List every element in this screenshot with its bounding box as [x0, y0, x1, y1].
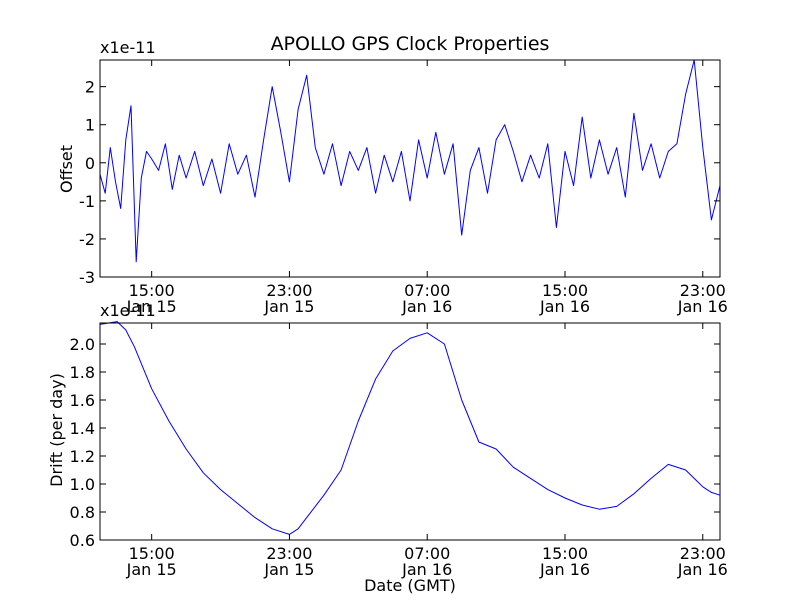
drift-y-tick-label: 1.4 [70, 419, 95, 438]
offset-x-tick-date-label: Jan 16 [401, 297, 452, 316]
drift-series-layer [99, 321, 721, 535]
drift-x-tick-time-label: 07:00 [404, 544, 450, 563]
offset-y-tick-label: 1 [85, 116, 95, 135]
drift-y-tick-label: 1.6 [70, 391, 95, 410]
offset-x-tick-date-label: Jan 16 [539, 297, 590, 316]
drift-y-axis-label: Drift (per day) [47, 373, 66, 487]
offset-y-tick-label: -2 [79, 230, 95, 249]
drift-y-tick-label: 1.0 [70, 475, 95, 494]
offset-chart: APOLLO GPS Clock Properties x1e-11 Offse… [57, 33, 728, 316]
drift-y-tick-label: 0.6 [70, 531, 95, 550]
offset-x-tick-time-label: 23:00 [266, 281, 312, 300]
drift-x-tick-date-label: Jan 16 [401, 560, 452, 579]
offset-series-layer [99, 59, 721, 263]
drift-x-tick-date-label: Jan 15 [126, 560, 177, 579]
drift-x-tick-date-label: Jan 15 [263, 560, 314, 579]
drift-x-tick-date-label: Jan 16 [539, 560, 590, 579]
offset-y-tick-label: -3 [79, 268, 95, 287]
offset-y-axis-label: Offset [57, 145, 76, 193]
offset-y-tick-label: 0 [85, 154, 95, 173]
drift-y-tick-label: 1.2 [70, 447, 95, 466]
offset-y-tick-label: 2 [85, 78, 95, 97]
drift-x-tick-time-label: 23:00 [266, 544, 312, 563]
drift-x-tick-time-label: 15:00 [129, 544, 175, 563]
offset-plot-frame [99, 59, 721, 278]
drift-x-tick-time-label: 23:00 [680, 544, 726, 563]
offset-y-tick-label: -1 [79, 192, 95, 211]
offset-exponent-label: x1e-11 [100, 38, 156, 57]
drift-x-tick-time-label: 15:00 [542, 544, 588, 563]
drift-x-tick-date-label: Jan 16 [677, 560, 728, 579]
chart-title: APOLLO GPS Clock Properties [271, 33, 550, 55]
drift-y-tick-label: 1.8 [70, 363, 95, 382]
offset-x-tick-date-label: Jan 15 [263, 297, 314, 316]
drift-y-tick-label: 2.0 [70, 335, 95, 354]
drift-y-tick-label: 0.8 [70, 503, 95, 522]
drift-x-axis-label: Date (GMT) [364, 576, 456, 595]
drift-chart: x1e-11 Drift (per day) Date (GMT) 2.0 1.8… [47, 301, 728, 595]
drift-exponent-label: x1e-11 [100, 301, 156, 320]
offset-x-tick-time-label: 15:00 [129, 281, 175, 300]
offset-x-tick-time-label: 07:00 [404, 281, 450, 300]
offset-x-tick-time-label: 23:00 [680, 281, 726, 300]
offset-x-tick-date-label: Jan 16 [677, 297, 728, 316]
offset-x-tick-time-label: 15:00 [542, 281, 588, 300]
offset-series-line [99, 59, 721, 263]
drift-series-line [99, 321, 721, 535]
drift-plot-frame [99, 322, 721, 541]
offset-x-tick-date-label: Jan 15 [126, 297, 177, 316]
